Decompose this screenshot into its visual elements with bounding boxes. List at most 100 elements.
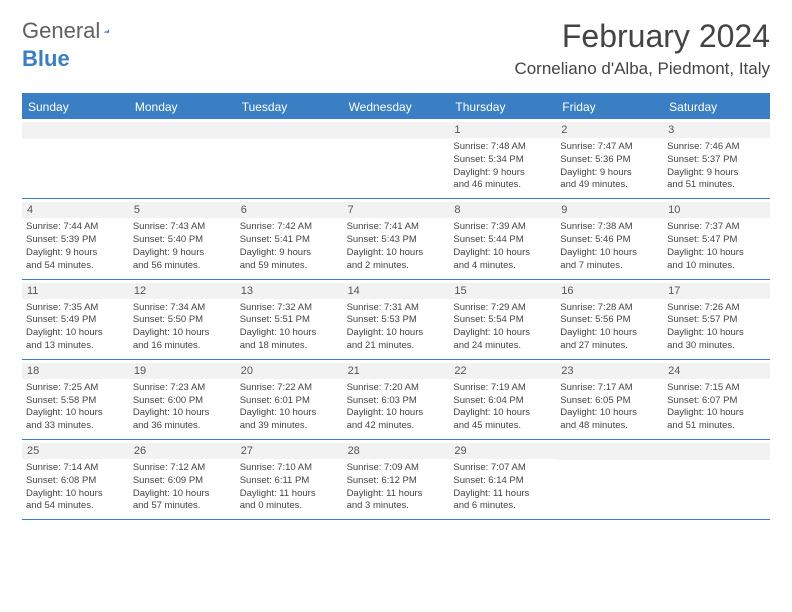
day-number: 17 [663,283,770,299]
day-info-line: Daylight: 10 hours [667,407,766,420]
day-cell [129,119,236,198]
day-info-line: and 42 minutes. [347,420,446,433]
day-info-line: and 6 minutes. [453,500,552,513]
logo-line2: Blue [22,46,70,72]
day-info-line: Daylight: 9 hours [453,167,552,180]
day-info-line: Sunset: 6:12 PM [347,475,446,488]
day-info-line: Sunrise: 7:32 AM [240,302,339,315]
day-info-line: Sunset: 5:44 PM [453,234,552,247]
empty-day-header [343,122,450,139]
day-info-line: Sunset: 6:08 PM [26,475,125,488]
day-info-line: Daylight: 11 hours [347,488,446,501]
day-info-line: Daylight: 11 hours [453,488,552,501]
day-info-line: and 39 minutes. [240,420,339,433]
day-info-line: Sunrise: 7:17 AM [560,382,659,395]
day-cell: 27Sunrise: 7:10 AMSunset: 6:11 PMDayligh… [236,440,343,519]
day-info-line: Daylight: 10 hours [560,327,659,340]
day-info-line: Sunrise: 7:12 AM [133,462,232,475]
day-info: Sunrise: 7:43 AMSunset: 5:40 PMDaylight:… [133,221,232,272]
day-info: Sunrise: 7:19 AMSunset: 6:04 PMDaylight:… [453,382,552,433]
day-info-line: and 0 minutes. [240,500,339,513]
day-info-line: Sunset: 5:53 PM [347,314,446,327]
day-header-cell: Monday [129,95,236,119]
day-cell: 29Sunrise: 7:07 AMSunset: 6:14 PMDayligh… [449,440,556,519]
day-number: 12 [129,283,236,299]
month-title: February 2024 [514,18,770,55]
day-info-line: Sunset: 6:01 PM [240,395,339,408]
day-header-cell: Sunday [22,95,129,119]
day-number: 3 [663,122,770,138]
day-number: 19 [129,363,236,379]
day-info-line: and 30 minutes. [667,340,766,353]
day-info: Sunrise: 7:47 AMSunset: 5:36 PMDaylight:… [560,141,659,192]
day-info-line: Sunset: 5:49 PM [26,314,125,327]
day-number: 6 [236,202,343,218]
day-info: Sunrise: 7:46 AMSunset: 5:37 PMDaylight:… [667,141,766,192]
day-number: 20 [236,363,343,379]
day-info-line: and 59 minutes. [240,260,339,273]
day-info-line: Daylight: 10 hours [667,247,766,260]
day-info-line: Sunset: 5:41 PM [240,234,339,247]
day-info-line: and 21 minutes. [347,340,446,353]
day-cell: 12Sunrise: 7:34 AMSunset: 5:50 PMDayligh… [129,280,236,359]
day-info-line: Sunset: 5:46 PM [560,234,659,247]
day-info: Sunrise: 7:39 AMSunset: 5:44 PMDaylight:… [453,221,552,272]
week-row: 11Sunrise: 7:35 AMSunset: 5:49 PMDayligh… [22,280,770,360]
day-header-cell: Saturday [663,95,770,119]
day-info-line: Sunset: 5:43 PM [347,234,446,247]
day-info-line: Sunset: 5:47 PM [667,234,766,247]
day-info-line: and 24 minutes. [453,340,552,353]
day-cell: 20Sunrise: 7:22 AMSunset: 6:01 PMDayligh… [236,360,343,439]
day-cell [236,119,343,198]
day-info-line: Sunset: 6:07 PM [667,395,766,408]
empty-day-header [22,122,129,139]
day-number: 8 [449,202,556,218]
day-info-line: Sunrise: 7:22 AM [240,382,339,395]
day-info-line: Daylight: 9 hours [26,247,125,260]
day-info: Sunrise: 7:48 AMSunset: 5:34 PMDaylight:… [453,141,552,192]
day-info: Sunrise: 7:26 AMSunset: 5:57 PMDaylight:… [667,302,766,353]
location: Corneliano d'Alba, Piedmont, Italy [514,59,770,79]
day-cell: 16Sunrise: 7:28 AMSunset: 5:56 PMDayligh… [556,280,663,359]
day-number: 2 [556,122,663,138]
day-cell: 11Sunrise: 7:35 AMSunset: 5:49 PMDayligh… [22,280,129,359]
day-info: Sunrise: 7:38 AMSunset: 5:46 PMDaylight:… [560,221,659,272]
day-number: 27 [236,443,343,459]
day-info-line: Sunrise: 7:37 AM [667,221,766,234]
day-info-line: Sunset: 5:39 PM [26,234,125,247]
day-info-line: Sunrise: 7:23 AM [133,382,232,395]
day-info: Sunrise: 7:14 AMSunset: 6:08 PMDaylight:… [26,462,125,513]
day-info-line: Daylight: 10 hours [347,327,446,340]
day-info: Sunrise: 7:32 AMSunset: 5:51 PMDaylight:… [240,302,339,353]
day-cell: 26Sunrise: 7:12 AMSunset: 6:09 PMDayligh… [129,440,236,519]
day-info: Sunrise: 7:23 AMSunset: 6:00 PMDaylight:… [133,382,232,433]
day-info: Sunrise: 7:07 AMSunset: 6:14 PMDaylight:… [453,462,552,513]
day-info-line: Sunrise: 7:38 AM [560,221,659,234]
day-info-line: Sunset: 6:04 PM [453,395,552,408]
day-info: Sunrise: 7:09 AMSunset: 6:12 PMDaylight:… [347,462,446,513]
logo: General [22,18,134,44]
logo-text-1: General [22,18,100,44]
day-info-line: and 27 minutes. [560,340,659,353]
topbar: General February 2024 Corneliano d'Alba,… [22,18,770,79]
day-number: 26 [129,443,236,459]
day-header-cell: Thursday [449,95,556,119]
day-info-line: Daylight: 9 hours [560,167,659,180]
day-info-line: Sunrise: 7:35 AM [26,302,125,315]
day-info-line: Sunset: 5:54 PM [453,314,552,327]
day-cell: 1Sunrise: 7:48 AMSunset: 5:34 PMDaylight… [449,119,556,198]
day-info-line: Sunrise: 7:43 AM [133,221,232,234]
calendar: SundayMondayTuesdayWednesdayThursdayFrid… [22,93,770,520]
day-info-line: and 51 minutes. [667,179,766,192]
day-info-line: Sunset: 6:05 PM [560,395,659,408]
day-info-line: and 56 minutes. [133,260,232,273]
empty-day-header [663,443,770,460]
day-info-line: Sunrise: 7:42 AM [240,221,339,234]
logo-text-2: Blue [22,46,70,72]
day-cell: 21Sunrise: 7:20 AMSunset: 6:03 PMDayligh… [343,360,450,439]
day-info-line: and 49 minutes. [560,179,659,192]
day-cell: 8 Sunrise: 7:39 AMSunset: 5:44 PMDaylight… [449,199,556,278]
day-number: 7 [343,202,450,218]
day-info-line: and 36 minutes. [133,420,232,433]
day-header-cell: Tuesday [236,95,343,119]
